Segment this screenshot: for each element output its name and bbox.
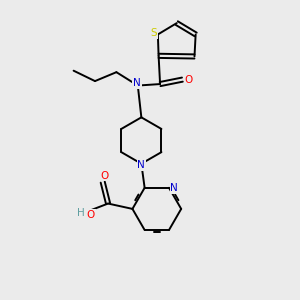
Text: N: N bbox=[170, 183, 178, 193]
Text: O: O bbox=[100, 171, 108, 181]
Text: N: N bbox=[133, 79, 141, 88]
Text: O: O bbox=[87, 210, 95, 220]
Text: O: O bbox=[185, 75, 193, 85]
Text: S: S bbox=[151, 28, 157, 38]
Text: N: N bbox=[137, 160, 145, 170]
Text: H: H bbox=[76, 208, 84, 218]
